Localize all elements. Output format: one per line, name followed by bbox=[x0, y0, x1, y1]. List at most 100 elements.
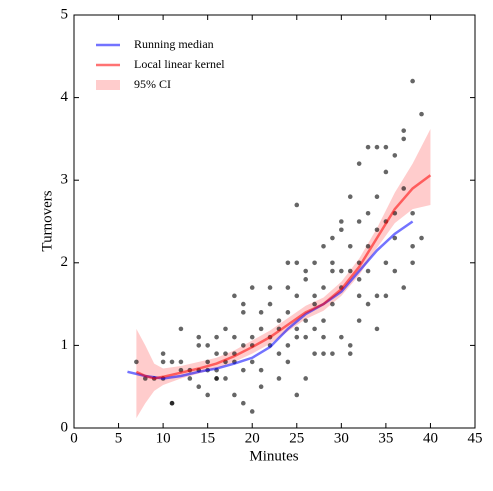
data-point bbox=[258, 310, 264, 315]
data-point bbox=[178, 326, 184, 332]
data-point bbox=[321, 243, 326, 249]
data-point bbox=[249, 409, 255, 414]
data-point bbox=[196, 384, 202, 390]
data-point bbox=[249, 334, 255, 340]
x-tick-label: 10 bbox=[156, 430, 171, 446]
data-point bbox=[312, 293, 317, 299]
data-point bbox=[187, 376, 193, 381]
x-tick-label: 30 bbox=[334, 430, 349, 446]
data-point bbox=[258, 367, 264, 373]
y-tick-label: 4 bbox=[61, 89, 69, 105]
legend-label: 95% CI bbox=[134, 77, 171, 91]
data-point bbox=[383, 260, 389, 266]
data-point bbox=[232, 293, 237, 299]
data-point bbox=[294, 392, 300, 398]
data-point bbox=[321, 334, 326, 340]
data-point bbox=[241, 400, 246, 406]
x-axis-label: Minutes bbox=[249, 448, 298, 464]
data-point bbox=[285, 343, 291, 348]
data-point bbox=[339, 334, 344, 340]
data-point bbox=[196, 334, 202, 340]
data-point bbox=[294, 293, 300, 299]
line bbox=[135, 174, 432, 380]
data-point bbox=[276, 351, 282, 356]
data-point bbox=[294, 334, 300, 340]
data-point bbox=[330, 268, 335, 274]
data-point bbox=[356, 277, 362, 282]
data-point bbox=[285, 285, 291, 290]
x-tick-label: 35 bbox=[378, 430, 393, 446]
x-tick-label: 0 bbox=[70, 430, 78, 446]
data-point bbox=[330, 260, 335, 266]
data-point bbox=[365, 144, 371, 150]
data-point bbox=[374, 293, 380, 299]
data-point bbox=[392, 235, 398, 241]
data-point bbox=[312, 326, 317, 332]
data-point bbox=[249, 285, 255, 290]
data-point bbox=[312, 260, 317, 266]
data-point bbox=[196, 343, 202, 348]
y-tick-label: 2 bbox=[61, 254, 69, 270]
data-point bbox=[205, 359, 210, 365]
data-point bbox=[294, 326, 300, 332]
data-point bbox=[285, 310, 291, 315]
data-point bbox=[214, 351, 219, 356]
data-point bbox=[410, 210, 415, 216]
data-point bbox=[276, 376, 282, 381]
data-point bbox=[347, 343, 353, 348]
data-point bbox=[223, 351, 228, 356]
data-point bbox=[356, 293, 362, 299]
legend-swatch bbox=[96, 80, 120, 90]
data-point bbox=[365, 301, 371, 307]
data-point bbox=[241, 310, 246, 315]
data-point bbox=[205, 343, 210, 348]
data-point bbox=[303, 277, 308, 282]
data-point bbox=[169, 400, 175, 406]
line bbox=[127, 220, 414, 380]
data-point bbox=[321, 285, 326, 290]
data-point bbox=[374, 194, 380, 200]
data-point bbox=[339, 268, 344, 274]
data-point bbox=[365, 243, 371, 249]
data-point bbox=[374, 326, 380, 332]
data-point bbox=[312, 351, 317, 356]
data-point bbox=[419, 235, 424, 241]
data-point bbox=[303, 318, 308, 323]
data-point bbox=[267, 285, 273, 290]
data-point bbox=[214, 334, 219, 340]
data-point bbox=[383, 144, 389, 150]
data-point bbox=[241, 343, 246, 348]
data-point bbox=[294, 260, 300, 266]
data-point bbox=[347, 351, 353, 356]
data-point bbox=[347, 194, 353, 200]
y-axis-label: Turnovers bbox=[39, 190, 55, 251]
data-point bbox=[134, 359, 139, 365]
data-point bbox=[303, 268, 308, 274]
data-point bbox=[285, 260, 291, 266]
x-tick-label: 40 bbox=[423, 430, 438, 446]
data-point bbox=[410, 243, 415, 249]
data-point bbox=[374, 144, 380, 150]
data-point bbox=[392, 153, 398, 158]
data-point bbox=[285, 359, 291, 365]
data-point bbox=[241, 301, 246, 307]
data-point bbox=[374, 227, 380, 233]
y-tick-label: 3 bbox=[61, 172, 69, 188]
x-tick-label: 5 bbox=[115, 430, 123, 446]
data-point bbox=[347, 243, 353, 249]
data-point bbox=[401, 136, 407, 142]
data-point bbox=[232, 334, 237, 340]
plot-frame bbox=[73, 14, 476, 429]
data-point bbox=[214, 376, 219, 381]
data-point bbox=[267, 301, 273, 307]
data-point bbox=[330, 351, 335, 356]
data-point bbox=[169, 359, 175, 365]
legend-label: Running median bbox=[134, 37, 214, 51]
data-point bbox=[312, 301, 317, 307]
data-point bbox=[410, 78, 415, 84]
x-tick-label: 15 bbox=[200, 430, 215, 446]
data-point bbox=[410, 260, 415, 266]
data-point bbox=[321, 318, 326, 323]
data-point bbox=[401, 128, 407, 133]
